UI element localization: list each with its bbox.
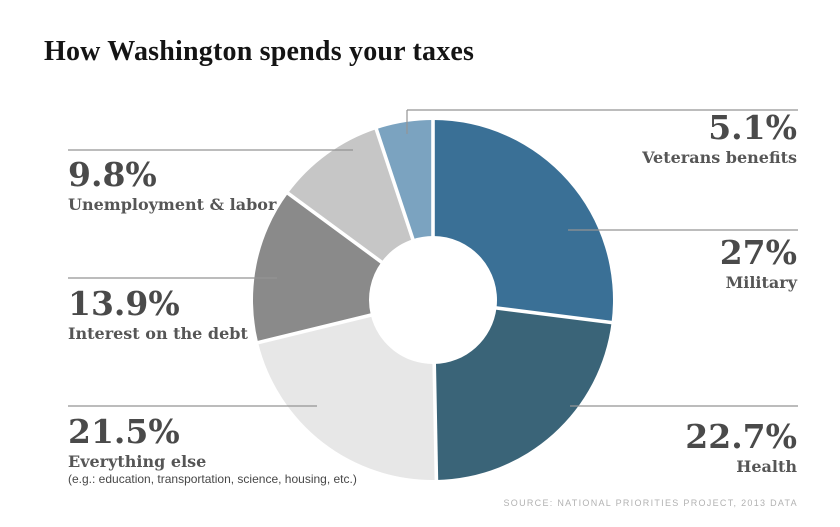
separator-line	[432, 362, 439, 481]
separator-line	[374, 128, 415, 241]
slice-military	[433, 120, 613, 323]
callout-lines	[68, 109, 798, 407]
slice-everything-else	[258, 315, 437, 481]
slice-unemployment-labor	[288, 129, 413, 263]
donut-slices	[253, 120, 613, 481]
separator-line	[495, 306, 613, 325]
slice-veterans-benefits	[376, 120, 433, 240]
source-credit: SOURCE: NATIONAL PRIORITIES PROJECT, 201…	[503, 498, 798, 508]
chart-title: How Washington spends your taxes	[44, 36, 475, 67]
slice-health	[434, 308, 612, 480]
slice-interest-on-the-debt	[253, 193, 382, 343]
slice-separators	[257, 119, 613, 481]
separator-line	[257, 313, 373, 345]
separator-line	[286, 191, 384, 265]
